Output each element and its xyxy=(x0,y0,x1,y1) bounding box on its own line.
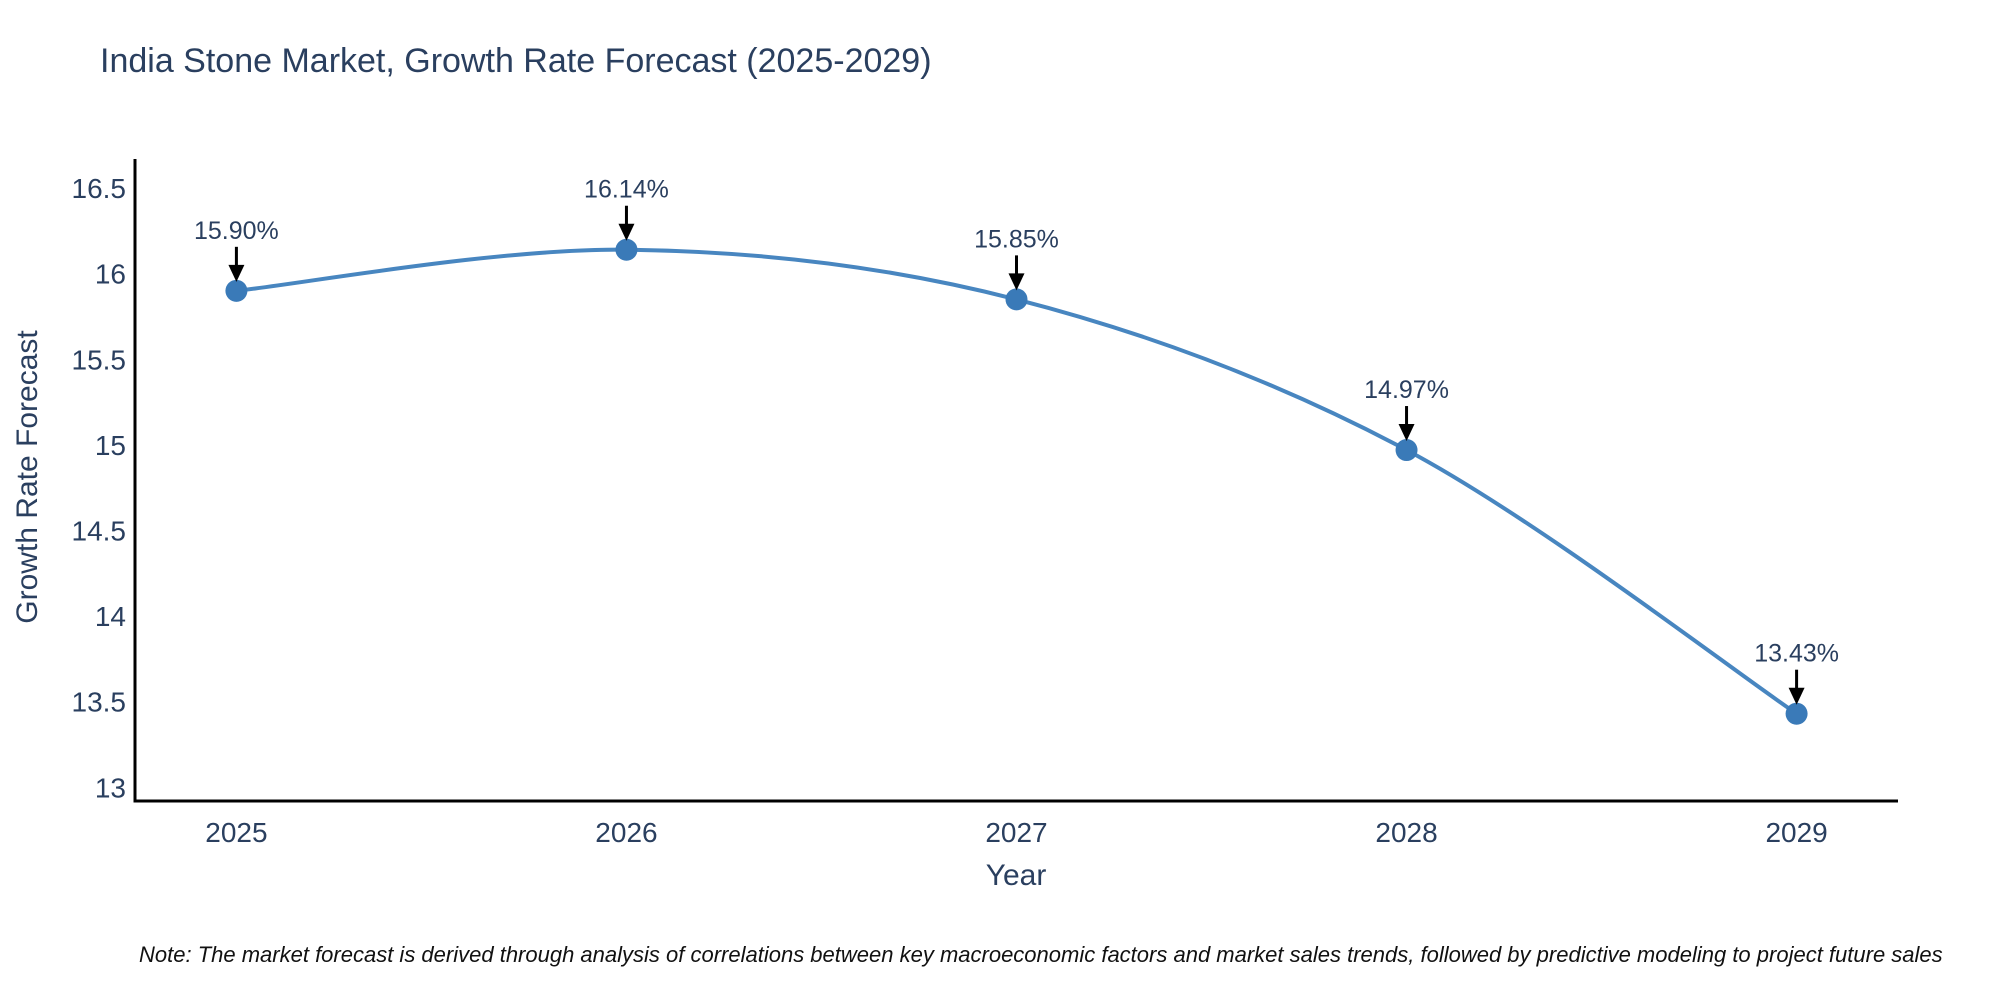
y-tick-label: 16 xyxy=(95,259,126,290)
y-tick-label: 14 xyxy=(95,601,126,632)
x-tick-label: 2025 xyxy=(205,817,267,848)
y-tick-label: 13 xyxy=(95,772,126,803)
y-tick-label: 15.5 xyxy=(72,344,127,375)
footnote: Note: The market forecast is derived thr… xyxy=(139,942,1943,967)
x-tick-label: 2026 xyxy=(595,817,657,848)
annotation-arrow-head xyxy=(618,223,635,241)
y-tick-label: 13.5 xyxy=(72,687,127,718)
annotation-label: 15.85% xyxy=(974,225,1059,253)
data-point-marker xyxy=(1005,288,1028,311)
x-tick-label: 2029 xyxy=(1765,817,1827,848)
data-point-marker xyxy=(225,279,248,302)
annotation-arrow-head xyxy=(228,264,245,282)
annotation-label: 15.90% xyxy=(194,217,279,245)
series-line xyxy=(234,247,1799,716)
annotation-label: 16.14% xyxy=(584,176,669,204)
annotation-label: 13.43% xyxy=(1754,640,1839,668)
annotation-label: 14.97% xyxy=(1364,376,1449,404)
x-tick-label: 2027 xyxy=(985,817,1047,848)
x-axis-title: Year xyxy=(985,859,1047,892)
annotation-arrow-head xyxy=(1008,273,1025,291)
chart-title: India Stone Market, Growth Rate Forecast… xyxy=(100,42,932,80)
data-point-marker xyxy=(1785,702,1808,725)
data-point-marker xyxy=(1395,439,1418,462)
annotation-arrow-head xyxy=(1788,687,1805,705)
y-tick-label: 14.5 xyxy=(72,516,127,547)
y-tick-label: 15 xyxy=(95,430,126,461)
annotation-arrow-head xyxy=(1398,424,1415,442)
data-point-marker xyxy=(615,238,638,261)
y-tick-label: 16.5 xyxy=(72,173,127,204)
x-tick-label: 2028 xyxy=(1375,817,1437,848)
